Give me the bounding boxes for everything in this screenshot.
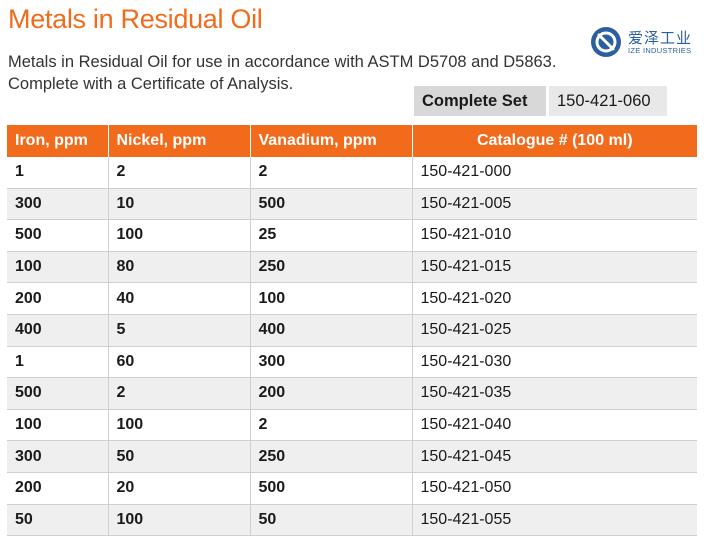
cell-vanadium: 300 [249,346,412,379]
cell-catalogue: 150-421-015 [411,251,697,284]
table-row: 300 50 250 150-421-045 [7,440,697,473]
table-row: 500 100 25 150-421-010 [7,219,697,252]
company-logo: 爱泽工业 IZE INDUSTRIES [588,26,700,58]
cell-nickel: 10 [107,188,250,221]
cell-catalogue: 150-421-000 [411,157,697,189]
cell-nickel: 100 [107,219,250,252]
cell-catalogue: 150-421-040 [411,409,697,442]
cell-vanadium: 400 [249,314,412,347]
cell-catalogue: 150-421-045 [411,440,697,473]
description-line-1: Metals in Residual Oil for use in accord… [8,53,557,71]
table-header-row: Iron, ppm Nickel, ppm Vanadium, ppm Cata… [7,125,697,157]
table-row: 100 80 250 150-421-015 [7,251,697,284]
cell-catalogue: 150-421-005 [411,188,697,221]
complete-set-value: 150-421-060 [549,86,667,116]
cell-nickel: 2 [107,157,250,189]
description-line-2: Complete with a Certificate of Analysis. [8,75,294,93]
table-row: 1 60 300 150-421-030 [7,346,697,379]
header-nickel: Nickel, ppm [107,125,250,157]
header-catalogue: Catalogue # (100 ml) [411,125,697,157]
cell-nickel: 100 [107,409,250,442]
cell-catalogue: 150-421-025 [411,314,697,347]
table-row: 200 40 100 150-421-020 [7,282,697,315]
logo-chinese-text: 爱泽工业 [628,29,693,47]
cell-catalogue: 150-421-035 [411,377,697,410]
cell-catalogue: 150-421-010 [411,219,697,252]
page-title: Metals in Residual Oil [8,4,263,34]
header-iron: Iron, ppm [7,125,108,157]
cell-nickel: 60 [107,346,250,379]
cell-nickel: 50 [107,440,250,473]
cell-iron: 300 [7,440,108,473]
cell-vanadium: 250 [249,251,412,284]
cell-vanadium: 500 [249,188,412,221]
cell-vanadium: 500 [249,472,412,505]
cell-nickel: 5 [107,314,250,347]
cell-nickel: 40 [107,282,250,315]
cell-vanadium: 2 [249,157,412,189]
cell-vanadium: 200 [249,377,412,410]
cell-iron: 500 [7,377,108,410]
cell-iron: 400 [7,314,108,347]
cell-catalogue: 150-421-020 [411,282,697,315]
cell-vanadium: 25 [249,219,412,252]
cell-vanadium: 250 [249,440,412,473]
cell-catalogue: 150-421-030 [411,346,697,379]
cell-nickel: 20 [107,472,250,505]
cell-iron: 1 [7,346,108,379]
cell-iron: 300 [7,188,108,221]
cell-iron: 200 [7,282,108,315]
logo-mark-icon [591,27,621,57]
product-description: Metals in Residual Oil for use in accord… [8,51,568,95]
table-row: 300 10 500 150-421-005 [7,188,697,221]
table-body: 1 2 2 150-421-000 300 10 500 150-421-005 500 100 2… [7,157,697,536]
logo-english-text: IZE INDUSTRIES [628,46,692,55]
table-row: 100 100 2 150-421-040 [7,409,697,442]
cell-iron: 500 [7,219,108,252]
complete-set-box: Complete Set 150-421-060 [414,86,667,116]
cell-iron: 100 [7,409,108,442]
cell-iron: 1 [7,157,108,189]
header-vanadium: Vanadium, ppm [249,125,412,157]
cell-vanadium: 100 [249,282,412,315]
cell-iron: 200 [7,472,108,505]
table-row: 200 20 500 150-421-050 [7,472,697,505]
cell-nickel: 2 [107,377,250,410]
cell-iron: 100 [7,251,108,284]
cell-catalogue: 150-421-050 [411,472,697,505]
cell-nickel: 80 [107,251,250,284]
cell-vanadium: 2 [249,409,412,442]
catalogue-table: Iron, ppm Nickel, ppm Vanadium, ppm Cata… [7,125,697,536]
table-row: 400 5 400 150-421-025 [7,314,697,347]
complete-set-label: Complete Set [414,86,546,116]
table-row: 500 2 200 150-421-035 [7,377,697,410]
table-row: 1 2 2 150-421-000 [7,157,697,189]
